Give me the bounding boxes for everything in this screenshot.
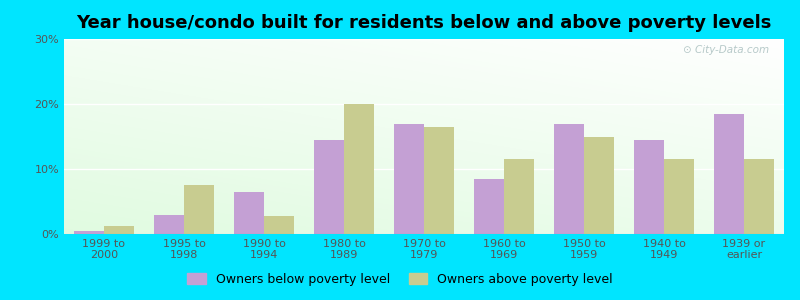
Bar [584,136,614,234]
Bar [154,214,184,234]
Text: ⊙ City-Data.com: ⊙ City-Data.com [683,45,770,55]
Bar [184,185,214,234]
Bar [74,231,104,234]
Bar [634,140,664,234]
Title: Year house/condo built for residents below and above poverty levels: Year house/condo built for residents bel… [76,14,772,32]
Bar [664,159,694,234]
Bar [264,216,294,234]
Bar [104,226,134,234]
Bar [314,140,344,234]
Bar [744,159,774,234]
Legend: Owners below poverty level, Owners above poverty level: Owners below poverty level, Owners above… [182,268,618,291]
Bar [394,124,424,234]
Bar [344,104,374,234]
Bar [714,114,744,234]
Bar [424,127,454,234]
Bar [474,179,504,234]
Bar [504,159,534,234]
Bar [234,192,264,234]
Bar [554,124,584,234]
